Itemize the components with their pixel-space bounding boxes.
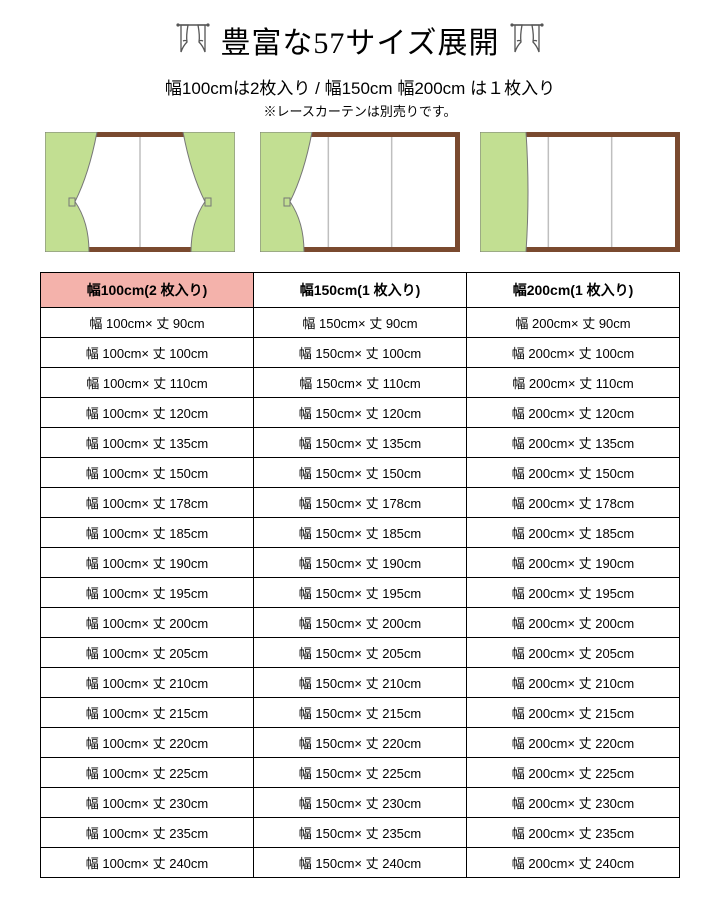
table-row: 幅 100cm× 丈 135cm幅 150cm× 丈 135cm幅 200cm×… bbox=[41, 428, 680, 458]
table-cell: 幅 150cm× 丈 90cm bbox=[254, 308, 467, 338]
table-cell: 幅 100cm× 丈 120cm bbox=[41, 398, 254, 428]
table-cell: 幅 100cm× 丈 178cm bbox=[41, 488, 254, 518]
table-row: 幅 100cm× 丈 235cm幅 150cm× 丈 235cm幅 200cm×… bbox=[41, 818, 680, 848]
table-cell: 幅 100cm× 丈 220cm bbox=[41, 728, 254, 758]
table-row: 幅 100cm× 丈 195cm幅 150cm× 丈 195cm幅 200cm×… bbox=[41, 578, 680, 608]
title-row: 豊富な57サイズ展開 bbox=[40, 18, 680, 62]
table-cell: 幅 200cm× 丈 230cm bbox=[467, 788, 680, 818]
table-cell: 幅 100cm× 丈 150cm bbox=[41, 458, 254, 488]
window-illustration bbox=[260, 132, 460, 252]
page-title: 豊富な57サイズ展開 bbox=[220, 18, 499, 62]
table-cell: 幅 100cm× 丈 200cm bbox=[41, 608, 254, 638]
table-cell: 幅 200cm× 丈 120cm bbox=[467, 398, 680, 428]
note-text: ※レースカーテンは別売りです。 bbox=[40, 101, 680, 120]
table-cell: 幅 150cm× 丈 215cm bbox=[254, 698, 467, 728]
table-cell: 幅 150cm× 丈 135cm bbox=[254, 428, 467, 458]
table-cell: 幅 100cm× 丈 110cm bbox=[41, 368, 254, 398]
table-column-header: 幅150cm(1 枚入り) bbox=[254, 273, 467, 308]
table-cell: 幅 100cm× 丈 195cm bbox=[41, 578, 254, 608]
table-cell: 幅 150cm× 丈 110cm bbox=[254, 368, 467, 398]
table-row: 幅 100cm× 丈 240cm幅 150cm× 丈 240cm幅 200cm×… bbox=[41, 848, 680, 878]
table-row: 幅 100cm× 丈 230cm幅 150cm× 丈 230cm幅 200cm×… bbox=[41, 788, 680, 818]
table-cell: 幅 200cm× 丈 205cm bbox=[467, 638, 680, 668]
table-cell: 幅 150cm× 丈 205cm bbox=[254, 638, 467, 668]
table-row: 幅 100cm× 丈 190cm幅 150cm× 丈 190cm幅 200cm×… bbox=[41, 548, 680, 578]
table-cell: 幅 150cm× 丈 190cm bbox=[254, 548, 467, 578]
table-cell: 幅 150cm× 丈 150cm bbox=[254, 458, 467, 488]
table-cell: 幅 100cm× 丈 210cm bbox=[41, 668, 254, 698]
table-cell: 幅 200cm× 丈 200cm bbox=[467, 608, 680, 638]
table-cell: 幅 200cm× 丈 210cm bbox=[467, 668, 680, 698]
table-cell: 幅 150cm× 丈 210cm bbox=[254, 668, 467, 698]
table-cell: 幅 200cm× 丈 215cm bbox=[467, 698, 680, 728]
table-cell: 幅 100cm× 丈 240cm bbox=[41, 848, 254, 878]
table-cell: 幅 200cm× 丈 195cm bbox=[467, 578, 680, 608]
table-cell: 幅 200cm× 丈 135cm bbox=[467, 428, 680, 458]
table-row: 幅 100cm× 丈 215cm幅 150cm× 丈 215cm幅 200cm×… bbox=[41, 698, 680, 728]
table-column-header: 幅100cm(2 枚入り) bbox=[41, 273, 254, 308]
table-cell: 幅 200cm× 丈 100cm bbox=[467, 338, 680, 368]
table-row: 幅 100cm× 丈 185cm幅 150cm× 丈 185cm幅 200cm×… bbox=[41, 518, 680, 548]
table-cell: 幅 200cm× 丈 185cm bbox=[467, 518, 680, 548]
table-cell: 幅 200cm× 丈 225cm bbox=[467, 758, 680, 788]
table-row: 幅 100cm× 丈 200cm幅 150cm× 丈 200cm幅 200cm×… bbox=[41, 608, 680, 638]
table-cell: 幅 150cm× 丈 185cm bbox=[254, 518, 467, 548]
table-cell: 幅 100cm× 丈 190cm bbox=[41, 548, 254, 578]
table-cell: 幅 100cm× 丈 90cm bbox=[41, 308, 254, 338]
table-row: 幅 100cm× 丈 205cm幅 150cm× 丈 205cm幅 200cm×… bbox=[41, 638, 680, 668]
table-cell: 幅 150cm× 丈 178cm bbox=[254, 488, 467, 518]
table-cell: 幅 200cm× 丈 110cm bbox=[467, 368, 680, 398]
table-cell: 幅 100cm× 丈 225cm bbox=[41, 758, 254, 788]
table-cell: 幅 150cm× 丈 225cm bbox=[254, 758, 467, 788]
window-illustration bbox=[40, 132, 240, 252]
table-column-header: 幅200cm(1 枚入り) bbox=[467, 273, 680, 308]
size-table: 幅100cm(2 枚入り)幅150cm(1 枚入り)幅200cm(1 枚入り) … bbox=[40, 272, 680, 878]
table-cell: 幅 100cm× 丈 100cm bbox=[41, 338, 254, 368]
table-cell: 幅 100cm× 丈 215cm bbox=[41, 698, 254, 728]
table-cell: 幅 200cm× 丈 90cm bbox=[467, 308, 680, 338]
table-cell: 幅 100cm× 丈 230cm bbox=[41, 788, 254, 818]
table-row: 幅 100cm× 丈 120cm幅 150cm× 丈 120cm幅 200cm×… bbox=[41, 398, 680, 428]
table-cell: 幅 150cm× 丈 100cm bbox=[254, 338, 467, 368]
table-cell: 幅 150cm× 丈 200cm bbox=[254, 608, 467, 638]
table-row: 幅 100cm× 丈 225cm幅 150cm× 丈 225cm幅 200cm×… bbox=[41, 758, 680, 788]
table-cell: 幅 150cm× 丈 120cm bbox=[254, 398, 467, 428]
table-cell: 幅 100cm× 丈 235cm bbox=[41, 818, 254, 848]
table-cell: 幅 200cm× 丈 190cm bbox=[467, 548, 680, 578]
subtitle: 幅100cmは2枚入り / 幅150cm 幅200cm は１枚入り bbox=[40, 74, 680, 99]
table-cell: 幅 200cm× 丈 178cm bbox=[467, 488, 680, 518]
table-cell: 幅 200cm× 丈 235cm bbox=[467, 818, 680, 848]
window-illustration bbox=[480, 132, 680, 252]
curtain-icon bbox=[176, 22, 210, 59]
table-row: 幅 100cm× 丈 178cm幅 150cm× 丈 178cm幅 200cm×… bbox=[41, 488, 680, 518]
table-row: 幅 100cm× 丈 110cm幅 150cm× 丈 110cm幅 200cm×… bbox=[41, 368, 680, 398]
table-cell: 幅 100cm× 丈 135cm bbox=[41, 428, 254, 458]
table-cell: 幅 150cm× 丈 240cm bbox=[254, 848, 467, 878]
table-row: 幅 100cm× 丈 150cm幅 150cm× 丈 150cm幅 200cm×… bbox=[41, 458, 680, 488]
table-row: 幅 100cm× 丈 220cm幅 150cm× 丈 220cm幅 200cm×… bbox=[41, 728, 680, 758]
table-cell: 幅 200cm× 丈 220cm bbox=[467, 728, 680, 758]
table-cell: 幅 150cm× 丈 235cm bbox=[254, 818, 467, 848]
table-cell: 幅 200cm× 丈 240cm bbox=[467, 848, 680, 878]
table-cell: 幅 150cm× 丈 230cm bbox=[254, 788, 467, 818]
table-row: 幅 100cm× 丈 100cm幅 150cm× 丈 100cm幅 200cm×… bbox=[41, 338, 680, 368]
table-cell: 幅 100cm× 丈 185cm bbox=[41, 518, 254, 548]
table-cell: 幅 150cm× 丈 220cm bbox=[254, 728, 467, 758]
table-row: 幅 100cm× 丈 90cm幅 150cm× 丈 90cm幅 200cm× 丈… bbox=[41, 308, 680, 338]
curtain-icon bbox=[510, 22, 544, 59]
table-row: 幅 100cm× 丈 210cm幅 150cm× 丈 210cm幅 200cm×… bbox=[41, 668, 680, 698]
table-cell: 幅 150cm× 丈 195cm bbox=[254, 578, 467, 608]
window-illustrations bbox=[40, 132, 680, 252]
table-cell: 幅 100cm× 丈 205cm bbox=[41, 638, 254, 668]
table-cell: 幅 200cm× 丈 150cm bbox=[467, 458, 680, 488]
